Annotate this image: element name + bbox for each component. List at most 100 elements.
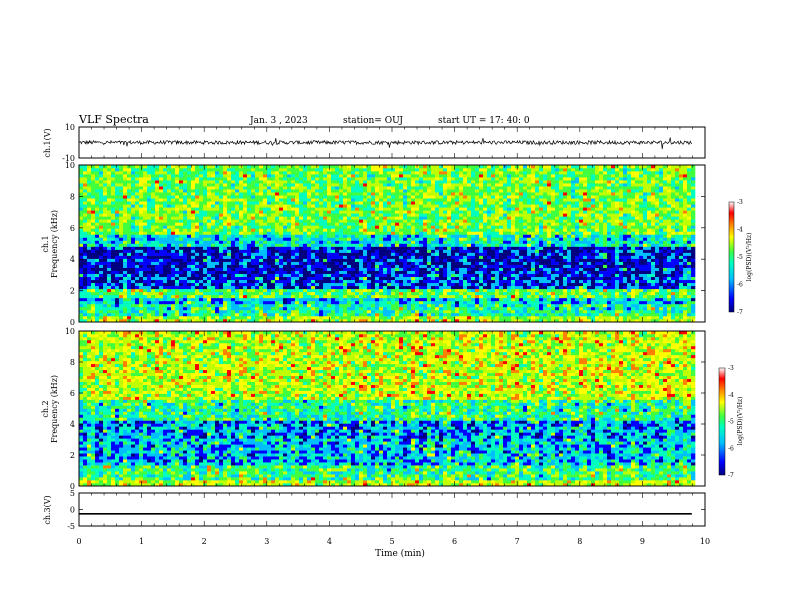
spectrogram-cell — [423, 300, 428, 305]
spectrogram-cell — [523, 255, 528, 259]
spectrogram-cell — [543, 273, 548, 278]
spectrogram-cell — [643, 252, 648, 256]
spectrogram-cell — [487, 273, 492, 278]
spectrogram-cell — [323, 309, 328, 314]
spectrogram-cell — [303, 267, 308, 271]
spectrogram-cell — [139, 285, 144, 290]
spectrogram-cell — [351, 246, 356, 250]
spectrogram-cell — [599, 300, 604, 305]
spectrogram-cells — [79, 165, 696, 323]
spectrogram-cell — [555, 270, 560, 274]
spectrogram-cell — [515, 261, 520, 265]
spectrogram-cell — [127, 234, 132, 238]
spectrogram-cell — [367, 270, 372, 274]
spectrogram-cell — [243, 264, 248, 268]
spectrogram-cell — [247, 285, 252, 290]
spectrogram-cell — [135, 261, 140, 265]
spectrogram-cell — [639, 240, 644, 244]
spectrogram-cell — [227, 273, 232, 278]
spectrogram-cell — [411, 252, 416, 256]
spectrogram-cell — [583, 288, 588, 293]
spectrogram-cell — [315, 228, 320, 232]
spectrogram-cell — [539, 249, 544, 253]
spectrogram-cell — [319, 276, 324, 281]
spectrogram-cell — [99, 252, 104, 256]
y-tick-label: -10 — [62, 154, 75, 163]
spectrogram-cell — [563, 252, 568, 256]
spectrogram-cell — [207, 294, 212, 299]
spectrogram-cell — [611, 258, 616, 262]
spectrogram-cell — [551, 282, 556, 287]
spectrogram-cell — [131, 276, 136, 281]
spectrogram-cell — [439, 300, 444, 305]
spectrogram-cell — [431, 300, 436, 305]
spectrogram-cell — [391, 306, 396, 311]
spectrogram-cell — [455, 312, 460, 317]
spectrogram-cell — [439, 309, 444, 314]
spectrogram-cell — [335, 234, 340, 238]
spectrogram-cell — [435, 225, 440, 229]
spectrogram-cell — [263, 279, 268, 284]
spectrogram-cell — [531, 318, 536, 323]
spectrogram-cell — [299, 267, 304, 271]
spectrogram-cell — [143, 309, 148, 314]
spectrogram-cell — [127, 225, 132, 229]
spectrogram-cell — [239, 276, 244, 281]
spectrogram-cell — [319, 315, 324, 320]
spectrogram-cell — [215, 258, 220, 262]
spectrogram-cell — [571, 303, 576, 308]
spectrogram-cell — [487, 234, 492, 238]
spectrogram-cell — [183, 294, 188, 299]
spectrogram-cell — [171, 267, 176, 271]
spectrogram-cell — [383, 270, 388, 274]
spectrogram-cell — [143, 288, 148, 293]
spectrogram-cell — [587, 315, 592, 320]
spectrogram-cell — [291, 228, 296, 232]
spectrogram-cell — [423, 294, 428, 299]
spectrogram-cell — [523, 243, 528, 247]
spectrogram-cell — [331, 297, 336, 302]
spectrogram-cell — [279, 303, 284, 308]
spectrogram-cell — [667, 255, 672, 259]
spectrogram-cell — [567, 306, 572, 311]
spectrogram-cell — [247, 237, 252, 241]
spectrogram-cell — [455, 306, 460, 311]
spectrogram-cell — [111, 279, 116, 284]
spectrogram-cell — [315, 273, 320, 278]
spectrogram-cell — [455, 246, 460, 250]
spectrogram-cell — [335, 312, 340, 317]
spectrogram-cell — [687, 270, 692, 274]
spectrogram-cell — [91, 303, 96, 308]
spectrogram-cell — [203, 234, 208, 238]
spectrogram-cell — [659, 234, 664, 238]
spectrogram-cell — [167, 285, 172, 290]
spectrogram-cell — [179, 228, 184, 232]
spectrogram-cell — [383, 282, 388, 287]
spectrogram-cell — [387, 306, 392, 311]
spectrogram-cell — [335, 273, 340, 278]
spectrogram-cell — [319, 294, 324, 299]
spectrogram-cell — [395, 312, 400, 317]
spectrogram-cell — [459, 240, 464, 244]
spectrogram-cell — [459, 246, 464, 250]
spectrogram-cell — [459, 258, 464, 262]
spectrogram-cell — [211, 315, 216, 320]
spectrogram-cell — [239, 231, 244, 235]
spectrogram-cell — [139, 297, 144, 302]
spectrogram-cell — [295, 225, 300, 229]
spectrogram-cell — [391, 282, 396, 287]
spectrogram-cell — [427, 246, 432, 250]
spectrogram-cell — [651, 270, 656, 274]
spectrogram-cell — [623, 297, 628, 302]
spectrogram-cell — [267, 267, 272, 271]
spectrogram-cell — [247, 225, 252, 229]
spectrogram-cell — [215, 312, 220, 317]
spectrogram-cell — [311, 318, 316, 323]
spectrogram-cell — [259, 306, 264, 311]
spectrogram-cell — [103, 282, 108, 287]
spectrogram-cell — [367, 273, 372, 278]
spectrogram-cell — [323, 228, 328, 232]
spectrogram-cell — [403, 297, 408, 302]
spectrogram-cell — [303, 228, 308, 232]
spectrogram-cell — [443, 252, 448, 256]
